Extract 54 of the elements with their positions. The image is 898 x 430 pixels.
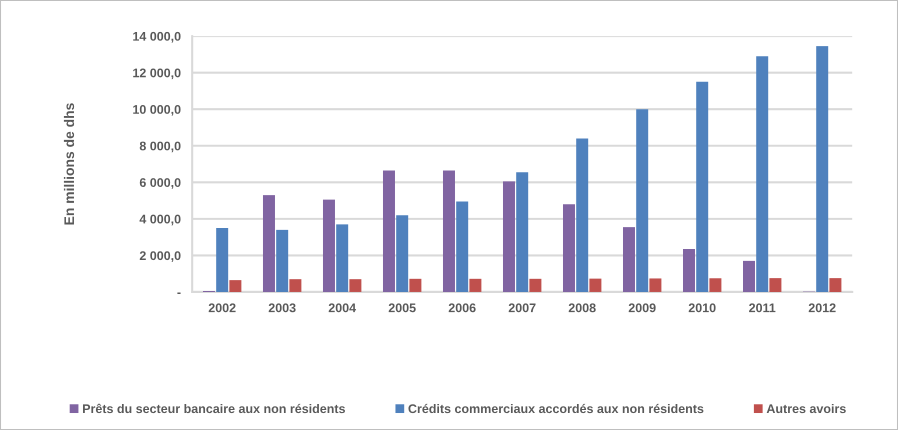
y-tick-label: 2 000,0 — [140, 251, 181, 262]
y-tick-label: 4 000,0 — [140, 214, 181, 226]
y-tick-label: 14 000,0 — [133, 32, 181, 43]
legend-label: Crédits commerciaux accordés aux non résidents — [408, 404, 704, 414]
bar — [529, 278, 542, 292]
bar — [469, 278, 482, 292]
bar — [396, 215, 408, 292]
bar — [456, 202, 468, 292]
bar — [409, 278, 422, 292]
bar — [322, 200, 335, 292]
bar — [502, 181, 515, 292]
x-tick-label: 2005 — [388, 303, 416, 312]
bar — [816, 46, 828, 292]
bar — [349, 279, 362, 292]
x-tick-label: 2012 — [808, 303, 836, 312]
x-tick-label: 2002 — [208, 303, 236, 312]
bar — [636, 109, 648, 292]
legend-label: Prêts du secteur bancaire aux non résidents — [83, 404, 345, 414]
bar — [229, 280, 242, 292]
bar — [709, 278, 722, 292]
x-tick-label: 2010 — [688, 303, 716, 312]
bar — [336, 224, 348, 292]
bar — [516, 172, 528, 292]
x-tick-label: 2009 — [628, 303, 656, 312]
y-tick-label: - — [177, 292, 181, 294]
bar — [216, 228, 228, 292]
bar — [562, 204, 575, 292]
x-tick-label: 2007 — [508, 303, 536, 312]
bar — [696, 82, 708, 292]
bar — [622, 227, 635, 292]
bar — [769, 278, 782, 292]
bar — [276, 230, 288, 292]
x-tick-label: 2004 — [328, 303, 356, 312]
bar — [442, 170, 455, 292]
x-tick-label: 2011 — [749, 303, 776, 312]
bar — [756, 56, 768, 292]
bar — [382, 170, 395, 292]
y-tick-label: 12 000,0 — [133, 68, 181, 80]
x-tick-label: 2008 — [568, 303, 596, 312]
x-tick-label: 2006 — [448, 303, 476, 312]
bar — [289, 279, 302, 292]
bar — [649, 278, 662, 292]
bar — [262, 195, 275, 292]
bar — [742, 260, 755, 292]
y-tick-label: 10 000,0 — [133, 105, 181, 116]
bar — [589, 278, 602, 292]
y-tick-label: 6 000,0 — [140, 178, 181, 189]
bar — [829, 278, 842, 292]
y-tick-label: 8 000,0 — [140, 142, 181, 152]
bar — [576, 138, 588, 292]
bar — [682, 249, 695, 292]
x-tick-label: 2003 — [268, 303, 296, 312]
legend-label: Autres avoirs — [766, 404, 846, 414]
y-axis-title: En millions de dhs — [64, 103, 74, 224]
